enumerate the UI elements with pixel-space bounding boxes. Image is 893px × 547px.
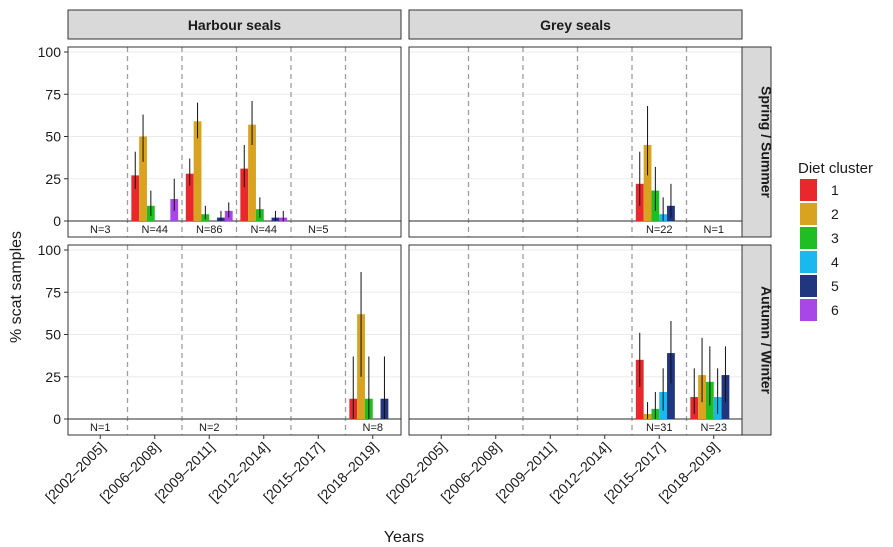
legend-label: 2 [831,206,839,222]
bar-cluster-1-2006-2008 [131,175,140,221]
category-separators [467,245,688,435]
bars [131,101,288,221]
legend-label: 3 [831,230,839,246]
y-axis-autumn-winter: 0 25 50 75 100 [38,242,68,427]
y-tick-label: 100 [38,44,62,60]
legend: Diet cluster 1 2 3 4 5 6 [798,160,873,321]
x-axis-title: Years [384,529,424,546]
bars [635,106,675,221]
facet-strip-bg [408,9,743,40]
bar-cluster-2-2006-2008 [139,136,147,221]
sample-size-label: N=44 [141,224,168,236]
y-tick-label: 25 [45,369,61,385]
legend-item-cluster-1: 1 [800,179,839,201]
y-tick-label: 50 [45,129,61,145]
panel-grey-seals-autumn-winter: N=31 N=23 [408,244,743,436]
y-tick-label: 0 [53,411,61,427]
sample-size-label: N=2 [199,422,220,434]
legend-label: 4 [831,254,839,270]
panel-border [408,46,743,238]
facet-strip-label: Autumn / Winter [759,286,775,395]
sample-size-label: N=22 [646,224,673,236]
bar-cluster-2-2015-2017 [643,144,652,221]
legend-label: 5 [831,278,839,294]
legend-item-cluster-3: 3 [800,227,839,249]
bar-cluster-5-2015-2017 [667,353,675,419]
panel-border [67,244,402,436]
facet-strip-grey-seals: Grey seals [408,9,743,40]
facet-strip-spring-summer: Spring / Summer [741,46,775,238]
legend-swatch [800,179,817,201]
panels-layer: Harbour seals Grey seals Spring / Summer Au… [67,9,775,436]
panel-harbour-seals-autumn-winter: N=1 N=2 N=8 [67,244,402,436]
legend-swatch [800,299,817,321]
y-tick-label: 75 [45,86,61,102]
sample-size-label: N=23 [700,422,727,434]
bars [349,271,389,419]
sample-size-label: N=8 [363,422,384,434]
panel-background [68,47,401,237]
bar-cluster-2-2012-2014 [248,124,256,221]
legend-label: 6 [831,302,839,318]
sample-size-labels: N=1 N=2 N=8 [90,422,383,434]
category-separators [126,245,347,435]
y-tick-label: 75 [45,284,61,300]
bar-cluster-2-2009-2011 [193,121,202,221]
y-tick-label: 25 [45,171,61,187]
legend-title: Diet cluster [798,160,873,177]
bar-cluster-1-2012-2014 [240,168,249,221]
bars [635,320,730,419]
sample-size-label: N=3 [90,224,111,236]
legend-label: 1 [831,182,839,198]
panel-harbour-seals-spring-summer: N=3 N=44 N=86 N=44 N=5 [67,46,402,238]
x-axis-harbour-seals: [2002–2005][2006–2008][2009–2011][2012–2… [42,435,381,505]
panel-background [409,47,742,237]
legend-swatch [800,251,817,273]
legend-item-cluster-5: 5 [800,275,839,297]
sample-size-labels: N=3 N=44 N=86 N=44 N=5 [90,224,329,236]
bar-cluster-1-2009-2011 [185,173,194,221]
sample-size-labels: N=31 N=23 [646,422,727,434]
y-axis-spring-summer: 0 25 50 75 100 [38,44,68,229]
legend-swatch [800,203,817,225]
panel-grey-seals-spring-summer: N=22 N=1 [408,46,743,238]
facet-strip-bg [67,9,402,40]
y-tick-label: 0 [53,213,61,229]
panel-border [408,244,743,436]
category-separators [126,47,347,237]
facet-strip-harbour-seals: Harbour seals [67,9,402,40]
legend-swatch [800,227,817,249]
sample-size-labels: N=22 N=1 [646,224,724,236]
facet-strip-label: Harbour seals [188,17,282,33]
y-axis-title: % scat samples [8,231,25,343]
sample-size-label: N=31 [646,422,673,434]
legend-item-cluster-4: 4 [800,251,839,273]
panel-border [67,46,402,238]
sample-size-label: N=86 [196,224,223,236]
sample-size-label: N=1 [90,422,111,434]
y-tick-label: 50 [45,327,61,343]
legend-item-cluster-2: 2 [800,203,839,225]
y-tick-label: 100 [38,242,62,258]
x-axis-grey-seals: [2002–2005][2006–2008][2009–2011][2012–2… [383,435,722,505]
category-separators [467,47,688,237]
legend-swatch [800,275,817,297]
sample-size-label: N=1 [704,224,725,236]
sample-size-label: N=44 [250,224,277,236]
facet-strip-label: Grey seals [540,17,611,33]
bar-cluster-1-2015-2017 [635,359,644,419]
legend-item-cluster-6: 6 [800,299,839,321]
sample-size-label: N=5 [308,224,329,236]
facet-strip-bg [741,244,772,436]
facet-strip-bg [741,46,772,238]
facet-strip-autumn-winter: Autumn / Winter [741,244,775,436]
facet-strip-label: Spring / Summer [759,86,775,199]
